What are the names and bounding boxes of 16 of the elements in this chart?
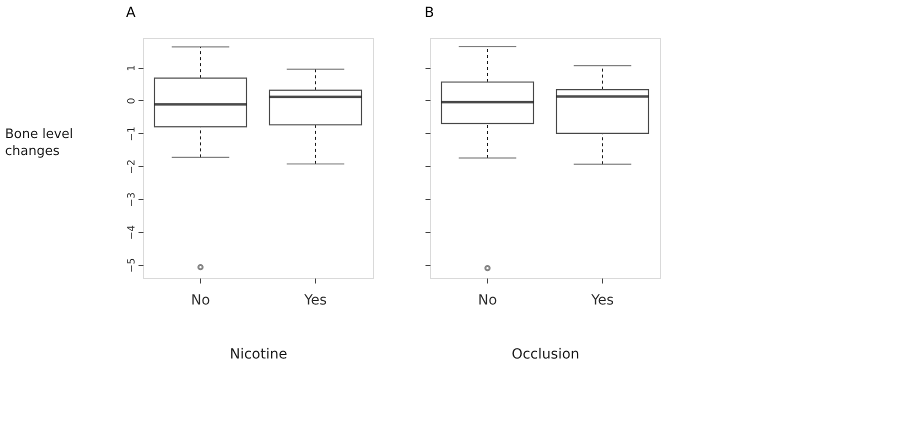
y-tick-label: 0 bbox=[126, 98, 138, 104]
x-axis-title: Occlusion bbox=[512, 346, 580, 362]
x-axis-title: Nicotine bbox=[230, 346, 288, 362]
y-tick-label: −1 bbox=[126, 126, 138, 142]
chart-title: A bbox=[126, 5, 136, 21]
x-tick-label: No bbox=[190, 292, 210, 308]
y-tick-label: −4 bbox=[126, 225, 138, 240]
x-tick-label: Yes bbox=[303, 292, 327, 308]
y-tick-label: −5 bbox=[126, 258, 138, 273]
x-tick-label: No bbox=[478, 292, 498, 308]
y-tick-label: −3 bbox=[126, 192, 138, 207]
y-tick-label: 1 bbox=[126, 64, 138, 72]
y-tick-label: −2 bbox=[126, 159, 138, 174]
x-tick-label: Yes bbox=[590, 292, 614, 308]
chart-title: B bbox=[424, 5, 434, 21]
y-axis-title: Bone level changes bbox=[5, 127, 74, 159]
